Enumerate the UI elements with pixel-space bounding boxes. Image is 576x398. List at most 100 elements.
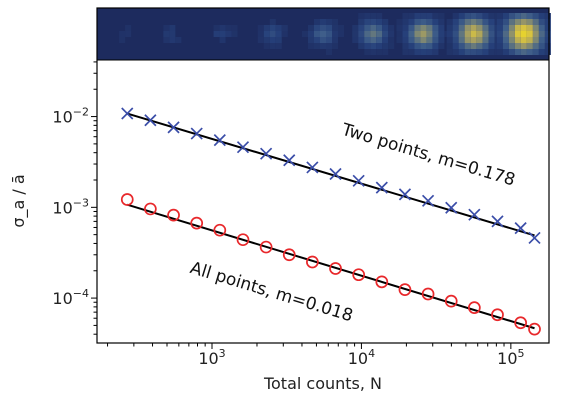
inset-pixel: [414, 19, 421, 25]
inset-pixel: [520, 37, 527, 43]
inset-pixel: [446, 43, 453, 49]
inset-pixel: [432, 19, 439, 25]
inset-pixel: [275, 37, 282, 43]
inset-pixel: [408, 37, 415, 43]
inset-pixel: [125, 25, 132, 31]
inset-pixel: [514, 13, 521, 19]
inset-pixel: [219, 25, 226, 31]
data-point-series2: [306, 255, 319, 269]
inset-pixel: [458, 25, 465, 31]
image-sequence-inset: [97, 8, 551, 60]
inset-pixel: [470, 13, 477, 19]
inset-pixel: [426, 13, 433, 19]
inset-pixel: [482, 13, 489, 19]
inset-pixel: [402, 43, 409, 49]
inset-pixel: [452, 25, 459, 31]
inset-pixel: [420, 13, 427, 19]
inset-pixel: [458, 37, 465, 43]
data-point-series2: [190, 216, 204, 230]
inset-pixel: [438, 19, 445, 25]
inset-pixel: [446, 37, 453, 43]
y-tick-label: 10−3: [52, 196, 89, 217]
inset-pixel: [213, 31, 220, 37]
cross-stroke: [283, 154, 296, 167]
inset-pixel: [370, 37, 377, 43]
inset-pixel: [370, 49, 377, 55]
inset-pixel: [314, 31, 320, 37]
inset-pixel: [508, 49, 515, 55]
data-point-series1: [190, 127, 203, 140]
inset-pixel: [408, 19, 415, 25]
inset-pixel: [420, 49, 427, 55]
inset-pixel: [544, 25, 551, 31]
fit-lines: [126, 112, 535, 330]
inset-pixel: [482, 25, 489, 31]
inset-pixel: [496, 19, 503, 25]
inset-pixel: [320, 43, 326, 49]
inset-pixel: [358, 37, 365, 43]
data-point-series2: [421, 287, 435, 301]
inset-pixel: [314, 19, 320, 25]
inset-pixel: [464, 43, 471, 49]
inset-pixel: [476, 19, 483, 25]
fit-line-1: [126, 112, 535, 237]
inset-pixel: [358, 13, 365, 19]
inset-pixel: [119, 31, 126, 37]
data-point-series2: [468, 301, 481, 314]
inset-pixel: [370, 25, 377, 31]
inset-pixel: [213, 25, 220, 31]
data-point-series1: [398, 188, 412, 201]
inset-pixel: [502, 25, 509, 31]
inset-pixel: [314, 37, 320, 43]
inset-pixel: [358, 31, 365, 37]
inset-pixel: [538, 43, 545, 49]
fit-annotation-1: Two points, m=0.178: [338, 120, 517, 191]
data-point-series1: [283, 154, 296, 167]
inset-pixel: [358, 25, 365, 31]
inset-pixel: [332, 31, 338, 37]
inset-pixel: [452, 31, 459, 37]
inset-pixel: [414, 43, 421, 49]
y-axis-ticks: 10−4 10−3 10−2: [52, 61, 97, 335]
inset-pixel: [446, 19, 453, 25]
inset-pixel: [352, 31, 359, 37]
inset-frame: [257, 19, 288, 49]
cross-stroke: [491, 215, 504, 228]
data-point-series2: [236, 233, 250, 247]
inset-pixel: [414, 25, 421, 31]
inset-pixel: [408, 31, 415, 37]
cross-stroke: [167, 121, 180, 134]
inset-pixel: [544, 31, 551, 37]
inset-pixel: [520, 13, 527, 19]
inset-pixel: [175, 37, 182, 43]
inset-pixel: [420, 43, 427, 49]
data-point-series2: [167, 208, 180, 222]
inset-pixel: [163, 37, 170, 43]
inset-pixel: [502, 31, 509, 37]
inset-pixel: [532, 37, 539, 43]
data-point-series1: [352, 174, 365, 187]
cross-stroke: [398, 188, 412, 201]
inset-pixel: [452, 13, 459, 19]
inset-pixel: [163, 31, 170, 37]
inset-pixel: [496, 37, 503, 43]
inset-pixel: [382, 49, 389, 55]
inset-pixel: [446, 49, 453, 55]
inset-pixel: [408, 43, 415, 49]
cross-stroke: [445, 201, 458, 214]
inset-pixel: [438, 37, 445, 43]
y-tick-label: 10−4: [52, 287, 89, 308]
inset-pixel: [269, 19, 276, 25]
inset-pixel: [496, 25, 503, 31]
data-point-series1: [236, 141, 250, 154]
inset-pixel: [332, 19, 338, 25]
inset-pixel: [358, 43, 365, 49]
inset-pixel: [432, 25, 439, 31]
inset-pixel: [219, 37, 226, 43]
y-tick-label: 10−2: [52, 106, 89, 127]
inset-pixel: [538, 37, 545, 43]
inset-pixel: [508, 13, 515, 19]
inset-pixel: [426, 49, 433, 55]
inset-pixel: [269, 43, 276, 49]
data-point-series2: [282, 248, 296, 262]
